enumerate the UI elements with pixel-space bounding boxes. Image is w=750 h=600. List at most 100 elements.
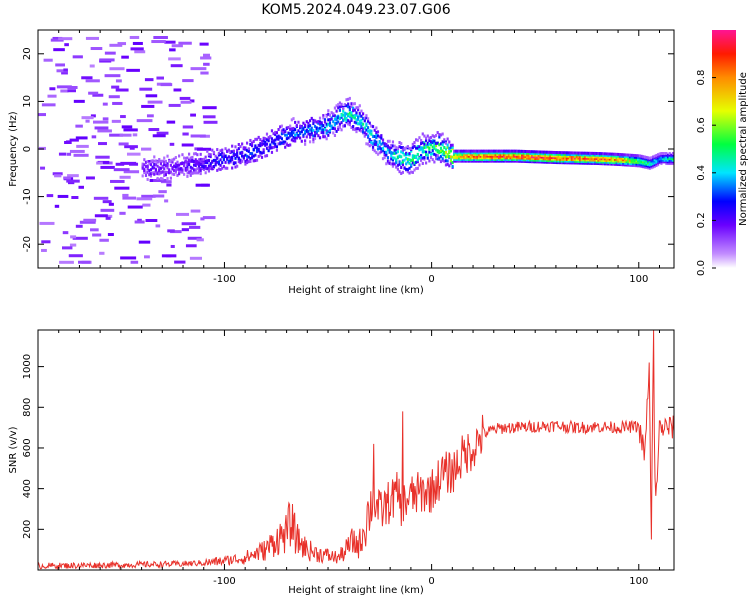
heatmap-cell <box>643 165 646 169</box>
heatmap-cell <box>471 149 474 153</box>
heatmap-cell <box>444 163 448 167</box>
heatmap-cell <box>527 160 530 164</box>
heatmap-cell <box>358 114 361 118</box>
heatmap-cell <box>650 164 653 168</box>
heatmap-cell <box>330 117 333 121</box>
heatmap-cell <box>294 139 297 143</box>
heatmap-cell <box>75 136 88 140</box>
heatmap-cell <box>592 160 595 164</box>
heatmap-cell <box>607 157 610 161</box>
heatmap-cell <box>155 224 161 228</box>
heatmap-cell <box>171 160 174 164</box>
heatmap-cell <box>623 156 627 160</box>
heatmap-cell <box>375 133 378 137</box>
heatmap-cell <box>146 114 154 118</box>
heatmap-cell <box>608 157 612 161</box>
heatmap-cell <box>146 167 149 171</box>
heatmap-cell <box>454 151 458 155</box>
heatmap-cell <box>504 156 507 160</box>
heatmap-cell <box>353 116 356 120</box>
heatmap-cell <box>199 42 209 46</box>
heatmap-cell <box>242 146 245 150</box>
heatmap-cell <box>443 145 446 149</box>
heatmap-cell <box>458 159 461 163</box>
heatmap-cell <box>542 155 545 159</box>
heatmap-cell <box>486 151 489 155</box>
heatmap-cell <box>168 103 181 107</box>
heatmap-cell <box>189 156 192 160</box>
heatmap-cell <box>660 160 663 164</box>
heatmap-cell <box>569 158 572 162</box>
heatmap-cell <box>464 159 467 163</box>
heatmap-cell <box>423 156 426 160</box>
heatmap-cell <box>187 158 191 162</box>
heatmap-cell <box>492 156 496 160</box>
heatmap-cell <box>569 154 572 158</box>
heatmap-cell <box>572 154 575 158</box>
heatmap-cell <box>410 163 413 167</box>
heatmap-cell <box>181 153 184 157</box>
heatmap-cell <box>343 117 346 121</box>
heatmap-cell <box>671 158 674 162</box>
heatmap-cell <box>663 152 666 156</box>
heatmap-cell <box>529 151 532 155</box>
heatmap-cell <box>122 196 137 200</box>
heatmap-cell <box>648 163 651 167</box>
heatmap-cell <box>652 160 655 164</box>
heatmap-cell <box>542 152 545 156</box>
heatmap-cell <box>221 166 224 170</box>
heatmap-cell <box>318 126 322 130</box>
heatmap-cell <box>597 157 600 161</box>
heatmap-cell <box>237 160 240 164</box>
heatmap-cell <box>202 53 210 57</box>
heatmap-cell <box>297 120 300 124</box>
heatmap-cell <box>670 162 673 166</box>
heatmap-cell <box>635 157 638 161</box>
heatmap-cell <box>181 228 189 232</box>
heatmap-cell <box>108 95 120 99</box>
heatmap-cell <box>244 146 247 150</box>
heatmap-cell <box>105 216 111 220</box>
heatmap-cell <box>200 71 209 75</box>
heatmap-cell <box>280 137 283 141</box>
heatmap-cell <box>161 164 164 168</box>
heatmap-cell <box>342 118 345 122</box>
heatmap-cell <box>149 168 153 172</box>
heatmap-cell <box>600 157 603 161</box>
heatmap-cell <box>343 103 346 107</box>
heatmap-cell <box>539 157 542 161</box>
heatmap-cell <box>144 78 154 82</box>
heatmap-cell <box>68 254 83 258</box>
heatmap-cell <box>464 156 467 160</box>
heatmap-cell <box>458 149 461 153</box>
heatmap-cell <box>122 193 129 197</box>
heatmap-cell <box>565 152 569 156</box>
heatmap-cell <box>650 161 653 165</box>
heatmap-cell <box>603 155 607 159</box>
heatmap-cell <box>630 153 633 157</box>
heatmap-cell <box>143 163 146 167</box>
heatmap-cell <box>461 152 464 156</box>
heatmap-cell <box>115 79 122 83</box>
heatmap-cell <box>158 168 161 172</box>
heatmap-cell <box>190 113 196 117</box>
heatmap-cell <box>473 151 476 155</box>
heatmap-cell <box>486 152 489 156</box>
heatmap-cell <box>194 168 197 172</box>
heatmap-cell <box>501 151 504 155</box>
heatmap-cell <box>267 136 270 140</box>
heatmap-cell <box>436 141 439 145</box>
heatmap-cell <box>615 159 618 163</box>
heatmap-cell <box>385 144 388 148</box>
heatmap-cell <box>337 114 340 118</box>
heatmap-cell <box>666 158 670 162</box>
heatmap-cell <box>192 152 196 156</box>
heatmap-cell <box>660 152 663 156</box>
heatmap-cell <box>420 154 423 158</box>
heatmap-cell <box>555 151 559 155</box>
heatmap-cell <box>249 159 252 163</box>
heatmap-cell <box>418 147 421 151</box>
heatmap-cell <box>275 145 279 149</box>
heatmap-cell <box>623 153 627 157</box>
heatmap-cell <box>192 163 196 167</box>
